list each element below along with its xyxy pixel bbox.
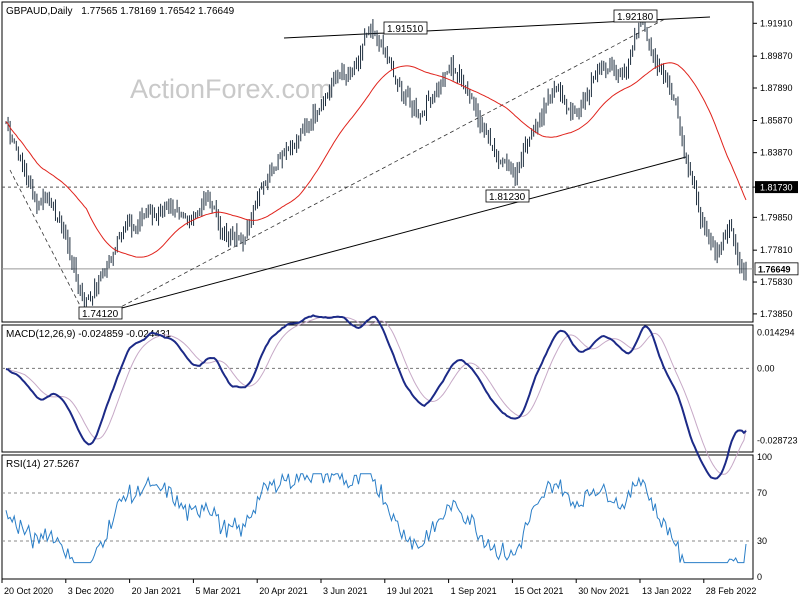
price-axis-label: 1.83870 — [760, 148, 793, 158]
macd-axis-label: -0.028723 — [757, 436, 798, 446]
date-axis-label: 20 Oct 2020 — [4, 586, 53, 596]
date-axis-label: 30 Nov 2021 — [578, 586, 629, 596]
current-price-tag — [754, 262, 799, 276]
macd-signal-line — [5, 316, 747, 475]
price-axis-label: 1.73850 — [760, 309, 793, 319]
date-axis-label: 3 Dec 2020 — [68, 586, 114, 596]
price-axis-label: 1.75830 — [760, 277, 793, 287]
macd-header: MACD(12,26,9) -0.024859 -0.024431 — [6, 329, 172, 340]
date-axis-label: 1 Sep 2021 — [451, 586, 497, 596]
annotation-label: 1.81230 — [489, 192, 526, 203]
price-axis-level-tag — [755, 181, 798, 194]
annotation-label: 1.74120 — [82, 309, 119, 320]
moving-average-line — [5, 62, 747, 258]
price-axis-label: 1.91910 — [760, 18, 793, 28]
annotation-label: 1.91510 — [387, 24, 424, 35]
price-axis-label: 1.85870 — [760, 115, 793, 125]
date-axis-label: 5 Mar 2021 — [195, 586, 241, 596]
dashed-channel-line — [115, 18, 666, 310]
price-axis-label: 1.81730 — [760, 183, 793, 193]
rsi-panel-frame — [1, 454, 754, 580]
price-panel-frame — [1, 1, 754, 323]
chart-symbol-header: GBPAUD,Daily 1.77565 1.78169 1.76542 1.7… — [6, 6, 235, 17]
date-axis-label: 28 Feb 2022 — [706, 586, 757, 596]
macd-axis-label: 0.00 — [757, 363, 775, 373]
date-axis-label: 15 Oct 2021 — [514, 586, 563, 596]
annotation-box — [78, 306, 123, 320]
watermark: ActionForex.com — [130, 74, 333, 104]
date-axis-label: 20 Apr 2021 — [259, 586, 308, 596]
rising-trendline — [115, 156, 687, 311]
price-axis-label: 1.87890 — [760, 83, 793, 93]
date-axis-label: 20 Jan 2021 — [132, 586, 182, 596]
macd-line — [5, 314, 747, 480]
price-axis-label: 1.89870 — [760, 51, 793, 61]
price-axis-label: 1.77810 — [760, 245, 793, 255]
annotation-label: 1.92180 — [617, 12, 654, 23]
rsi-axis-label: 100 — [757, 452, 772, 462]
current-price-label: 1.76649 — [758, 264, 791, 274]
rsi-line — [5, 472, 747, 564]
rsi-header: RSI(14) 27.5267 — [6, 459, 80, 470]
date-axis-label: 3 Jun 2021 — [323, 586, 368, 596]
annotation-box — [383, 21, 428, 35]
date-axis-label: 13 Jan 2022 — [642, 586, 692, 596]
dashed-down-line — [9, 169, 81, 306]
rsi-axis-label: 30 — [757, 536, 767, 546]
price-axis-label: 1.79850 — [760, 212, 793, 222]
annotation-box — [613, 9, 658, 23]
rsi-axis-label: 0 — [757, 572, 762, 582]
annotation-box — [485, 189, 530, 203]
date-axis-label: 19 Jul 2021 — [387, 586, 434, 596]
macd-panel-frame — [1, 324, 754, 453]
rsi-axis-label: 70 — [757, 488, 767, 498]
macd-axis-label: 0.014294 — [757, 328, 795, 338]
